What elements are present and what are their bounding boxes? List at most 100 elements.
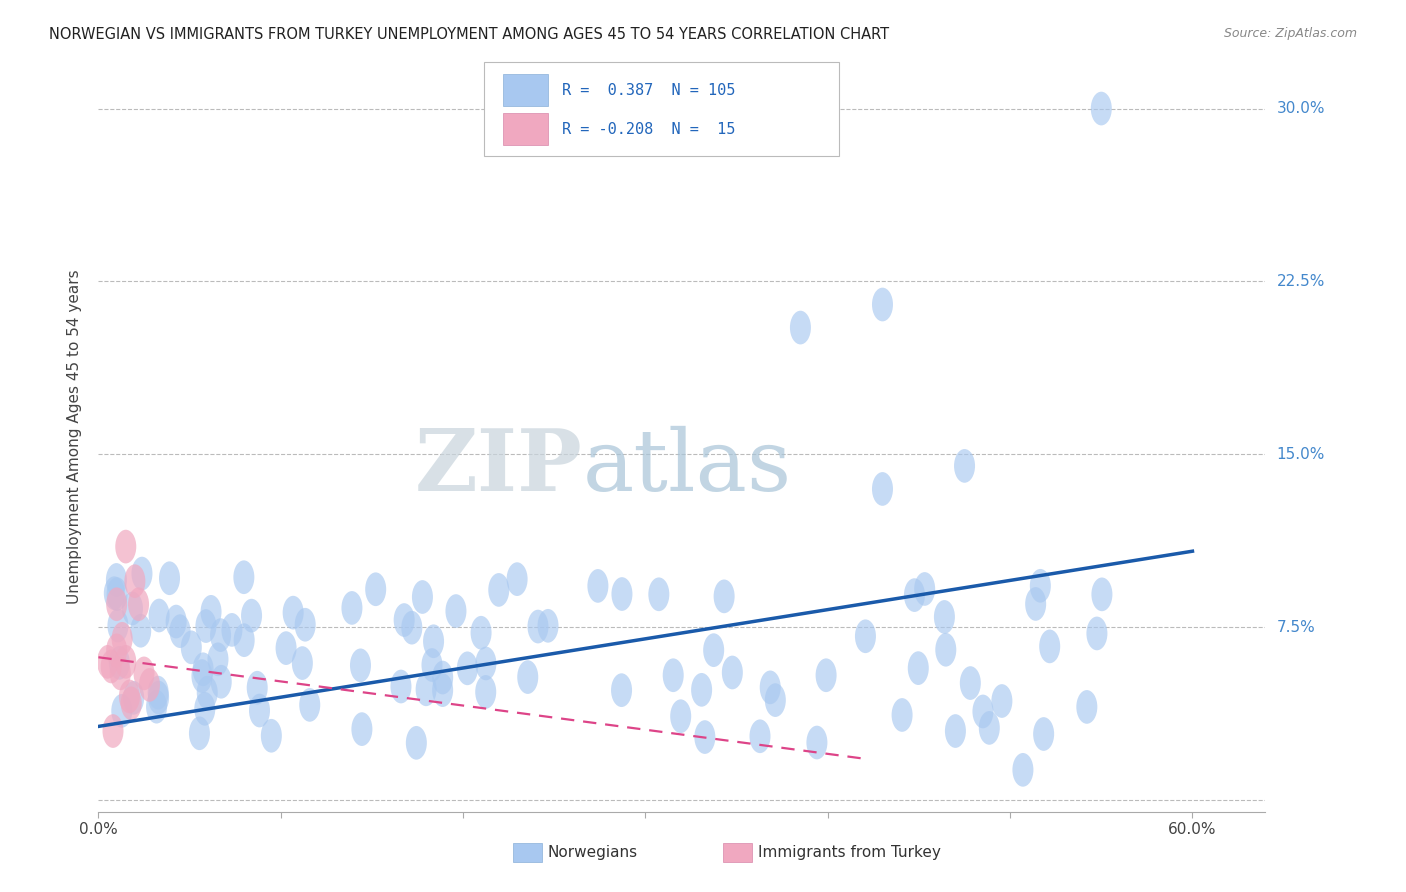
Ellipse shape — [422, 648, 443, 681]
Y-axis label: Unemployment Among Ages 45 to 54 years: Unemployment Among Ages 45 to 54 years — [67, 269, 83, 605]
Ellipse shape — [292, 646, 314, 680]
Ellipse shape — [132, 557, 152, 591]
Text: Norwegians: Norwegians — [548, 846, 638, 861]
Ellipse shape — [262, 719, 281, 753]
Ellipse shape — [148, 681, 169, 714]
Ellipse shape — [195, 609, 217, 643]
Ellipse shape — [412, 580, 433, 614]
Text: 7.5%: 7.5% — [1277, 620, 1315, 635]
Ellipse shape — [908, 651, 929, 685]
Ellipse shape — [108, 646, 129, 680]
FancyBboxPatch shape — [723, 843, 752, 862]
Ellipse shape — [1029, 569, 1050, 603]
Ellipse shape — [111, 694, 132, 728]
Ellipse shape — [191, 659, 212, 693]
Ellipse shape — [671, 699, 692, 733]
Ellipse shape — [955, 449, 974, 483]
Ellipse shape — [475, 675, 496, 709]
Ellipse shape — [471, 615, 492, 649]
Ellipse shape — [240, 599, 262, 632]
Ellipse shape — [188, 716, 209, 750]
Ellipse shape — [588, 569, 609, 603]
Ellipse shape — [149, 599, 170, 632]
Ellipse shape — [612, 673, 633, 707]
Ellipse shape — [527, 610, 548, 643]
Ellipse shape — [648, 577, 669, 611]
Ellipse shape — [1012, 753, 1033, 787]
Ellipse shape — [110, 657, 131, 690]
Ellipse shape — [914, 572, 935, 606]
Ellipse shape — [139, 668, 160, 702]
Ellipse shape — [488, 573, 509, 607]
Ellipse shape — [457, 651, 478, 685]
Ellipse shape — [115, 530, 136, 564]
Ellipse shape — [1091, 577, 1112, 611]
Ellipse shape — [960, 666, 981, 700]
Ellipse shape — [416, 673, 437, 706]
Ellipse shape — [1091, 92, 1112, 126]
Ellipse shape — [765, 683, 786, 717]
Ellipse shape — [759, 671, 780, 704]
Ellipse shape — [934, 600, 955, 634]
Ellipse shape — [1033, 717, 1054, 751]
Ellipse shape — [208, 642, 228, 676]
Ellipse shape — [352, 712, 373, 746]
Ellipse shape — [394, 603, 415, 637]
Ellipse shape — [120, 680, 141, 714]
Ellipse shape — [872, 472, 893, 506]
Ellipse shape — [105, 587, 127, 621]
Ellipse shape — [721, 656, 742, 690]
Ellipse shape — [121, 687, 142, 720]
Ellipse shape — [233, 624, 254, 657]
Ellipse shape — [695, 720, 716, 754]
Ellipse shape — [1087, 616, 1108, 650]
Ellipse shape — [128, 587, 149, 621]
Ellipse shape — [103, 714, 124, 747]
Ellipse shape — [662, 658, 683, 692]
Ellipse shape — [221, 613, 242, 647]
Ellipse shape — [122, 591, 143, 625]
Ellipse shape — [366, 573, 387, 606]
Ellipse shape — [973, 695, 994, 728]
Text: R =  0.387  N = 105: R = 0.387 N = 105 — [562, 83, 735, 97]
Ellipse shape — [134, 657, 155, 690]
Ellipse shape — [432, 661, 453, 694]
Ellipse shape — [406, 726, 427, 760]
Text: 30.0%: 30.0% — [1277, 101, 1324, 116]
Ellipse shape — [124, 681, 145, 714]
Text: Immigrants from Turkey: Immigrants from Turkey — [758, 846, 941, 861]
Ellipse shape — [703, 633, 724, 667]
Ellipse shape — [935, 633, 956, 666]
Ellipse shape — [295, 607, 316, 641]
FancyBboxPatch shape — [513, 843, 541, 862]
Text: R = -0.208  N =  15: R = -0.208 N = 15 — [562, 121, 735, 136]
Ellipse shape — [107, 577, 128, 611]
Ellipse shape — [209, 618, 231, 652]
Text: ZIP: ZIP — [415, 425, 582, 509]
Ellipse shape — [201, 595, 222, 629]
Ellipse shape — [506, 562, 527, 596]
Ellipse shape — [391, 670, 412, 704]
Ellipse shape — [423, 624, 444, 658]
Ellipse shape — [446, 594, 467, 628]
Ellipse shape — [891, 698, 912, 731]
Ellipse shape — [692, 673, 711, 706]
Ellipse shape — [815, 658, 837, 692]
Ellipse shape — [105, 563, 127, 597]
Text: atlas: atlas — [582, 425, 792, 508]
Ellipse shape — [749, 720, 770, 753]
Ellipse shape — [181, 631, 202, 665]
Ellipse shape — [124, 565, 145, 598]
Ellipse shape — [904, 578, 925, 612]
FancyBboxPatch shape — [484, 62, 839, 156]
Ellipse shape — [991, 684, 1012, 718]
Ellipse shape — [111, 622, 132, 656]
Ellipse shape — [246, 671, 267, 705]
FancyBboxPatch shape — [503, 74, 548, 106]
Ellipse shape — [211, 665, 232, 698]
Ellipse shape — [166, 605, 187, 639]
Ellipse shape — [1039, 630, 1060, 664]
Ellipse shape — [105, 633, 127, 667]
Ellipse shape — [107, 608, 128, 642]
Ellipse shape — [197, 676, 218, 709]
